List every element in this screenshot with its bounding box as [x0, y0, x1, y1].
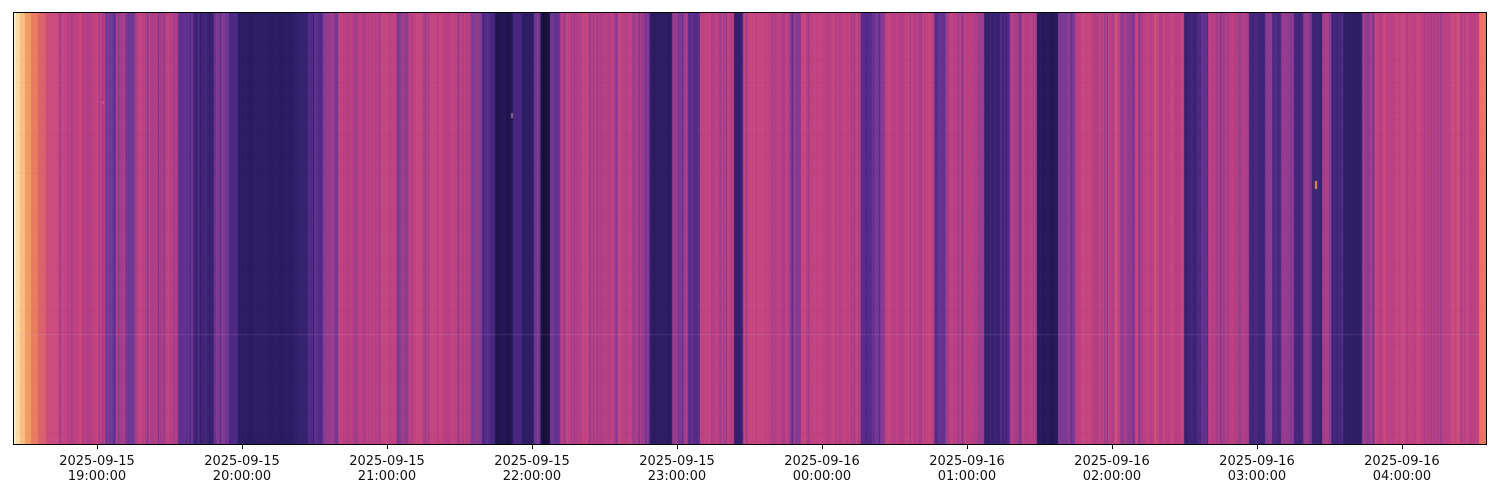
x-tick-time: 01:00:00: [937, 469, 997, 484]
x-tick-time: 02:00:00: [1082, 469, 1142, 484]
x-tick-mark: [821, 445, 823, 449]
x-tick-time: 22:00:00: [502, 469, 562, 484]
x-tick-label: 2025-09-15 22:00:00: [494, 454, 570, 484]
x-tick-label: 2025-09-16 00:00:00: [784, 454, 860, 484]
x-tick-time: 21:00:00: [357, 469, 417, 484]
x-tick-date: 2025-09-15: [639, 454, 715, 469]
x-tick-mark: [1401, 445, 1403, 449]
x-tick-label: 2025-09-16 04:00:00: [1364, 454, 1440, 484]
x-tick-mark: [531, 445, 533, 449]
x-tick-time: 04:00:00: [1372, 469, 1432, 484]
x-tick-label: 2025-09-15 23:00:00: [639, 454, 715, 484]
heatmap-plot-area: [13, 12, 1487, 445]
x-tick-date: 2025-09-15: [204, 454, 280, 469]
x-tick-date: 2025-09-16: [1219, 454, 1295, 469]
x-tick-mark: [1111, 445, 1113, 449]
x-tick-time: 23:00:00: [647, 469, 707, 484]
x-tick-mark: [242, 445, 243, 449]
x-tick-label: 2025-09-16 01:00:00: [929, 454, 1005, 484]
x-tick-mark: [676, 445, 678, 449]
x-tick-mark: [97, 445, 99, 449]
x-tick-date: 2025-09-16: [1364, 454, 1440, 469]
x-tick-mark: [1256, 445, 1258, 449]
x-tick-label: 2025-09-16 03:00:00: [1219, 454, 1295, 484]
x-tick-time: 03:00:00: [1227, 469, 1287, 484]
x-tick-date: 2025-09-15: [59, 454, 135, 469]
x-tick-date: 2025-09-15: [494, 454, 570, 469]
x-tick-date: 2025-09-15: [349, 454, 425, 469]
x-tick-label: 2025-09-15 19:00:00: [59, 454, 135, 484]
x-tick-date: 2025-09-16: [784, 454, 860, 469]
x-tick-date: 2025-09-16: [929, 454, 1005, 469]
x-tick-date: 2025-09-16: [1074, 454, 1150, 469]
x-tick-time: 20:00:00: [212, 469, 272, 484]
x-tick-time: 19:00:00: [67, 469, 127, 484]
x-tick-label: 2025-09-16 02:00:00: [1074, 454, 1150, 484]
x-tick-label: 2025-09-15 21:00:00: [349, 454, 425, 484]
x-tick-time: 00:00:00: [792, 469, 852, 484]
x-tick-mark: [387, 445, 388, 449]
x-tick-label: 2025-09-15 20:00:00: [204, 454, 280, 484]
heatmap-canvas: [14, 13, 1486, 444]
x-tick-mark: [966, 445, 968, 449]
